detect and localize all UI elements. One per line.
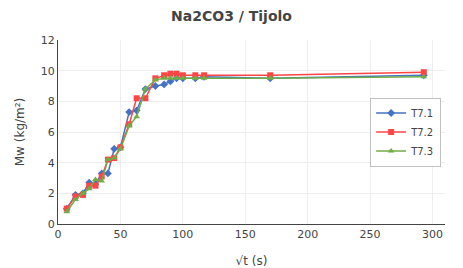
svg-text:Mw (kg/m²): Mw (kg/m²) [13,98,27,166]
svg-text:150: 150 [235,228,256,241]
svg-text:12: 12 [41,34,55,47]
svg-text:300: 300 [422,228,443,241]
svg-text:200: 200 [297,228,318,241]
svg-text:0: 0 [48,218,55,231]
svg-text:6: 6 [48,126,55,139]
svg-text:100: 100 [172,228,193,241]
svg-text:√t (s): √t (s) [236,254,268,268]
svg-text:2: 2 [48,187,55,200]
svg-text:T7.1: T7.1 [410,108,433,119]
svg-text:10: 10 [41,65,55,78]
svg-text:8: 8 [48,95,55,108]
svg-text:Na2CO3 / Tijolo: Na2CO3 / Tijolo [171,8,292,24]
svg-text:50: 50 [113,228,127,241]
svg-text:T7.3: T7.3 [410,146,433,157]
svg-text:0: 0 [55,228,62,241]
svg-text:250: 250 [360,228,381,241]
svg-text:4: 4 [48,157,55,170]
svg-text:T7.2: T7.2 [410,127,433,138]
